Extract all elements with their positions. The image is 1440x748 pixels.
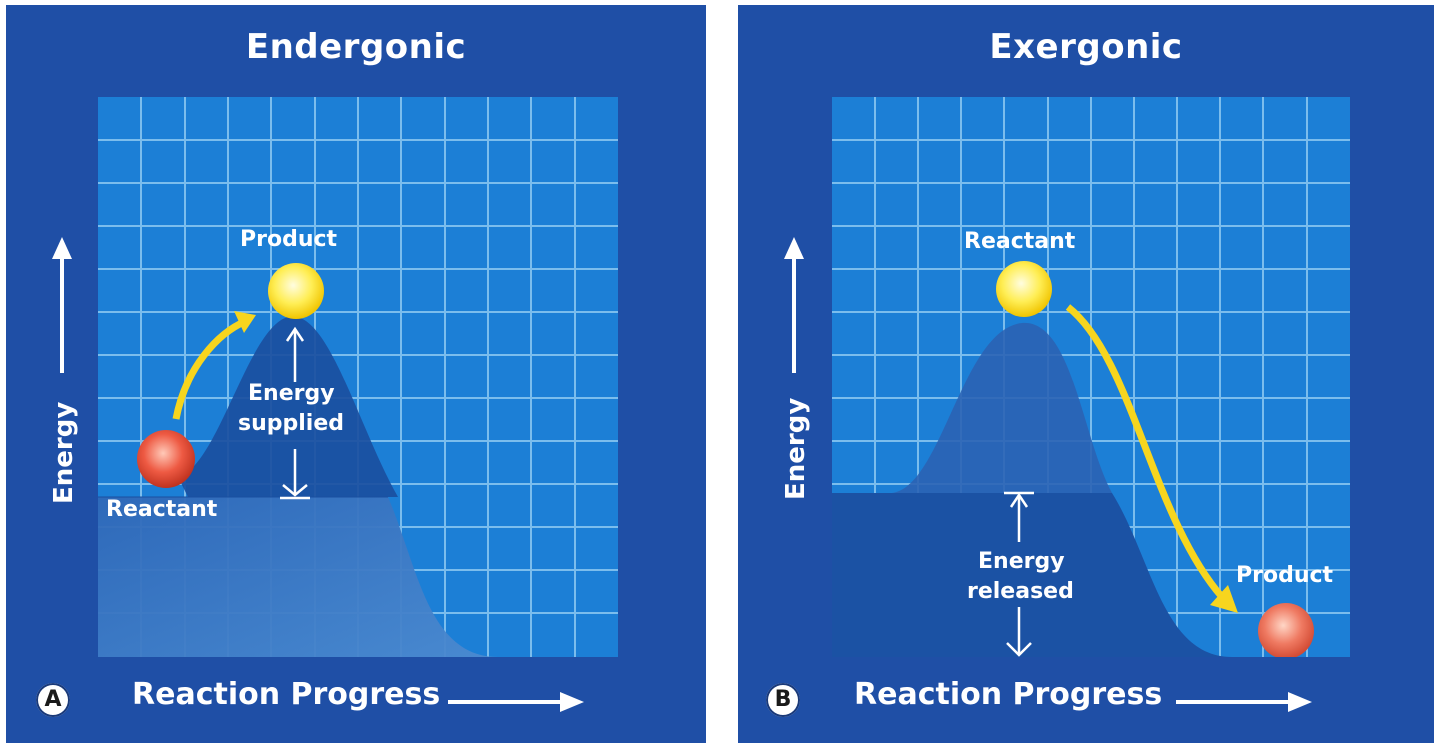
- transition-arrow: [1065, 304, 1225, 600]
- energy-curve-peak: [178, 316, 398, 497]
- product-ball: [268, 263, 324, 319]
- exergonic-panel: Exergonic: [738, 5, 1434, 743]
- energy-released-arrow: [1004, 491, 1034, 657]
- transition-arrow-head: [1210, 585, 1238, 613]
- reactant-label: Reactant: [106, 497, 218, 522]
- y-axis-label: Energy: [49, 401, 79, 504]
- reactant-ball: [996, 261, 1052, 317]
- panel-badge: A: [36, 683, 70, 717]
- energy-supplied-line1: Energy: [248, 381, 335, 406]
- product-label: Product: [1236, 563, 1334, 588]
- panel-title: Exergonic: [989, 27, 1183, 67]
- energy-supplied-arrow: [280, 326, 310, 500]
- energy-released-line1: Energy: [978, 549, 1065, 574]
- product-ball: [1258, 603, 1314, 657]
- right-arrow-icon: [448, 692, 584, 712]
- reactant-label: Reactant: [964, 229, 1076, 254]
- reactant-ball: [137, 430, 195, 488]
- energy-supplied-line2: supplied: [238, 411, 345, 436]
- energy-curve-base: [98, 497, 498, 657]
- energy-curve-peak: [892, 322, 1112, 493]
- x-axis-label: Reaction Progress: [854, 677, 1163, 712]
- up-arrow-icon: [52, 237, 72, 373]
- energy-diagram: [832, 97, 1350, 657]
- energy-diagram: [98, 97, 618, 657]
- product-label: Product: [240, 227, 338, 252]
- up-arrow-icon: [784, 237, 804, 373]
- right-arrow-icon: [1176, 692, 1312, 712]
- transition-arrow: [172, 317, 248, 420]
- x-axis-label: Reaction Progress: [132, 677, 441, 712]
- panel-title: Endergonic: [245, 27, 467, 67]
- panel-badge: B: [766, 683, 800, 717]
- endergonic-panel: Endergonic: [6, 5, 706, 743]
- transition-arrow-head: [234, 311, 256, 333]
- energy-curve-base: [832, 493, 1232, 657]
- y-axis-label: Energy: [781, 397, 811, 500]
- energy-released-line2: released: [967, 579, 1074, 604]
